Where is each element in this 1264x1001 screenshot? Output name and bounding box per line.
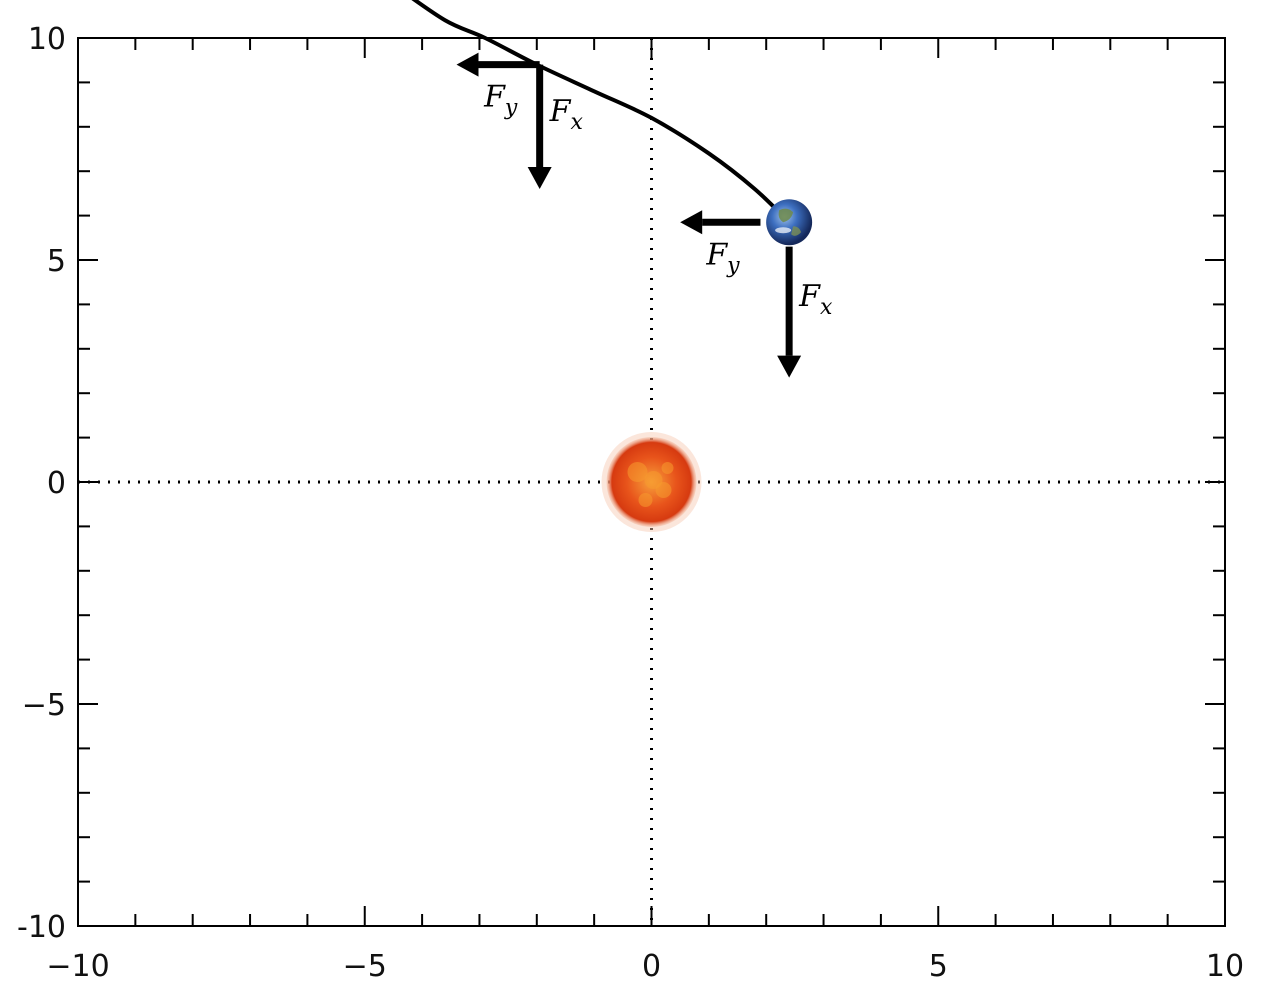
sun-flare bbox=[644, 471, 663, 489]
force-label-subscript: y bbox=[726, 253, 740, 278]
force-arrow-earth-fx: Fx bbox=[777, 246, 833, 378]
earth-cloud bbox=[775, 227, 792, 234]
force-arrows: Fy Fx Fy Fx bbox=[456, 52, 833, 378]
force-label-subscript: x bbox=[570, 110, 583, 135]
force-arrow-head bbox=[680, 210, 703, 235]
x-tick-label: 5 bbox=[929, 949, 948, 984]
force-arrow-earth-fy: Fy bbox=[680, 210, 761, 278]
axis-tick-labels: −10 −5 0 5 10 -10 −5 0 5 10 bbox=[17, 22, 1244, 984]
force-label-upper-fx: Fx bbox=[549, 94, 584, 135]
x-tick-label: 10 bbox=[1206, 949, 1244, 984]
x-tick-label: −5 bbox=[343, 949, 387, 984]
earth-land bbox=[778, 208, 794, 223]
orbit-layer bbox=[411, 0, 791, 224]
force-arrow-head bbox=[527, 166, 552, 189]
earth-icon bbox=[766, 199, 813, 246]
earth-land bbox=[791, 226, 802, 236]
force-arrow-head bbox=[456, 52, 479, 77]
orbit-path bbox=[411, 0, 791, 224]
y-tick-label: 0 bbox=[47, 466, 66, 501]
force-label-earth-fy: Fy bbox=[705, 237, 740, 278]
zero-lines bbox=[78, 38, 1225, 926]
x-tick-label: −10 bbox=[46, 949, 109, 984]
y-tick-label: −5 bbox=[22, 688, 66, 723]
force-label-subscript: x bbox=[820, 295, 833, 320]
force-label-subscript: y bbox=[504, 96, 518, 121]
force-arrow-head bbox=[777, 355, 802, 378]
y-tick-label: -10 bbox=[17, 910, 66, 945]
force-label-earth-fx: Fx bbox=[798, 279, 833, 320]
sun-flare bbox=[661, 462, 674, 474]
force-label-upper-fy: Fy bbox=[483, 80, 518, 121]
force-arrow-upper-fy: Fy bbox=[456, 52, 540, 121]
y-tick-label: 5 bbox=[47, 244, 66, 279]
bodies-layer bbox=[601, 199, 813, 532]
y-tick-label: 10 bbox=[28, 22, 66, 57]
x-tick-label: 0 bbox=[642, 949, 661, 984]
sun-flare bbox=[627, 462, 648, 482]
force-arrow-upper-fx: Fx bbox=[527, 64, 584, 189]
sun-flare bbox=[638, 493, 653, 507]
